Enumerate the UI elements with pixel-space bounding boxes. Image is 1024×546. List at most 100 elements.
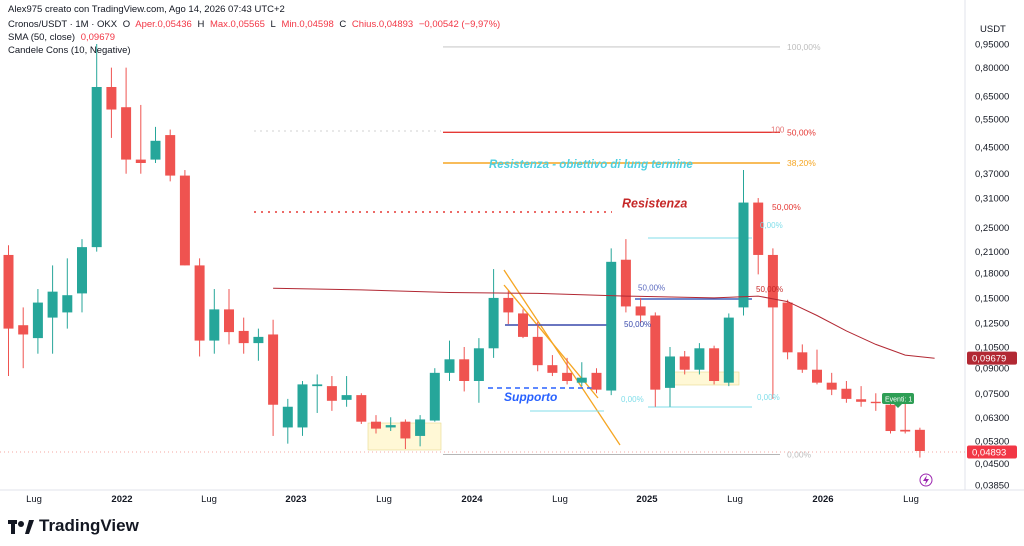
low-value: Min.0,04598 [281, 19, 334, 30]
candle[interactable] [121, 67, 132, 174]
candle[interactable] [150, 126, 161, 163]
candle[interactable] [767, 248, 778, 399]
candle[interactable] [679, 350, 690, 375]
fib-small-label: 50,00% [624, 320, 651, 329]
candle[interactable] [797, 344, 808, 373]
candle[interactable] [444, 340, 455, 381]
candle[interactable] [518, 309, 528, 339]
candle[interactable] [385, 417, 396, 432]
candle[interactable] [488, 269, 499, 358]
candle[interactable] [326, 376, 337, 411]
candle[interactable] [591, 368, 602, 394]
candle[interactable] [47, 265, 58, 354]
candle[interactable] [665, 346, 675, 407]
candle[interactable] [400, 419, 411, 450]
candle[interactable] [356, 393, 367, 424]
candle[interactable] [841, 380, 852, 403]
price-marker-label: 0,04893 [972, 448, 1006, 459]
candle-body [459, 359, 470, 381]
sma-line[interactable] [273, 287, 935, 359]
candle[interactable] [782, 299, 793, 360]
candle[interactable] [341, 376, 352, 407]
candle-body [106, 86, 117, 110]
candle[interactable] [77, 239, 87, 313]
candle[interactable] [812, 349, 822, 385]
events-badge[interactable]: Eventi: 1 [882, 393, 914, 408]
fib-level-label: 50,00% [787, 127, 816, 137]
candle-body [62, 295, 73, 313]
candle[interactable] [635, 297, 646, 323]
price-axis[interactable]: 0,95000 0,80000 0,65000 0,55000 0,45000 0,370… [975, 40, 1009, 492]
candle[interactable] [268, 319, 279, 436]
candle[interactable] [415, 415, 426, 447]
candle[interactable] [209, 289, 220, 354]
candle-body [238, 330, 249, 344]
candle[interactable] [723, 313, 734, 387]
candle[interactable] [738, 170, 749, 316]
candle[interactable] [106, 67, 117, 138]
trend-drawings[interactable] [254, 130, 752, 446]
annotation-label[interactable]: Resistenza - obiettivo di lung termine [489, 159, 693, 171]
candle[interactable] [179, 170, 190, 266]
candle[interactable] [91, 44, 102, 252]
time-tick-label: Lug [903, 494, 919, 505]
fib-small-label: 50,00% [638, 283, 665, 292]
candle[interactable] [238, 317, 249, 354]
candle[interactable] [620, 239, 631, 313]
candle[interactable] [826, 372, 837, 396]
candle-body [547, 365, 558, 373]
sma-legend[interactable]: SMA (50, close) 0,09679 [8, 32, 118, 43]
candle[interactable] [532, 321, 543, 372]
candle-body [591, 372, 602, 390]
fib-small-label: 50,00% [756, 285, 783, 294]
candle[interactable] [856, 386, 867, 407]
time-axis[interactable]: Lug 2022 Lug 2023 Lug 2024 Lug 2025 Lug 2026 Lug [26, 494, 919, 505]
candle[interactable] [870, 393, 881, 411]
candle-body [356, 395, 367, 422]
annotation-label[interactable]: Supporto [504, 390, 557, 404]
candle[interactable] [562, 357, 573, 385]
candle[interactable] [473, 338, 484, 403]
candle[interactable] [18, 307, 29, 369]
candle[interactable] [282, 398, 293, 444]
time-tick-label: Lug [26, 494, 42, 505]
candle[interactable] [503, 290, 514, 325]
candle[interactable] [194, 258, 205, 357]
candle[interactable] [312, 374, 323, 413]
candle[interactable] [547, 355, 558, 377]
candle[interactable] [32, 289, 43, 354]
candle[interactable] [62, 258, 73, 329]
channel-line-upper[interactable] [503, 269, 621, 446]
symbol-name[interactable]: Cronos/USDT · 1M · OKX [8, 19, 118, 30]
candle[interactable] [914, 427, 925, 458]
lightning-icon[interactable] [919, 473, 933, 487]
candle[interactable] [694, 343, 705, 375]
tradingview-logo[interactable]: TradingView [8, 516, 139, 536]
candle[interactable] [429, 368, 440, 422]
candle-body [723, 317, 734, 383]
candle[interactable] [371, 415, 381, 434]
ohlc-line: Cronos/USDT · 1M · OKX O Aper.0,05436 H … [8, 19, 503, 30]
candle[interactable] [297, 380, 308, 436]
candle[interactable] [3, 245, 14, 377]
candle[interactable] [135, 104, 146, 174]
candle[interactable] [709, 345, 720, 385]
candles-layer[interactable] [3, 44, 925, 458]
candle[interactable] [253, 328, 264, 361]
annotation-label[interactable]: Resistenza [622, 197, 687, 211]
open-value: Aper.0,05436 [135, 19, 192, 30]
candle-indicator-legend[interactable]: Candele Cons (10, Negative) [8, 45, 131, 56]
fibonacci-levels[interactable]: 100,00% 50,00% 38,20% 50,00% 0,00% [443, 42, 821, 460]
candle[interactable] [459, 346, 470, 392]
candle[interactable] [885, 400, 896, 434]
candle[interactable] [650, 312, 661, 407]
candle[interactable] [224, 289, 234, 345]
price-tick-label: 0,95000 [975, 40, 1009, 51]
currency-label: USDT [980, 24, 1006, 35]
time-tick-label: Lug [376, 494, 392, 505]
candle[interactable] [576, 362, 587, 387]
candle[interactable] [606, 248, 617, 396]
candle[interactable] [753, 198, 764, 275]
candle[interactable] [165, 129, 176, 182]
